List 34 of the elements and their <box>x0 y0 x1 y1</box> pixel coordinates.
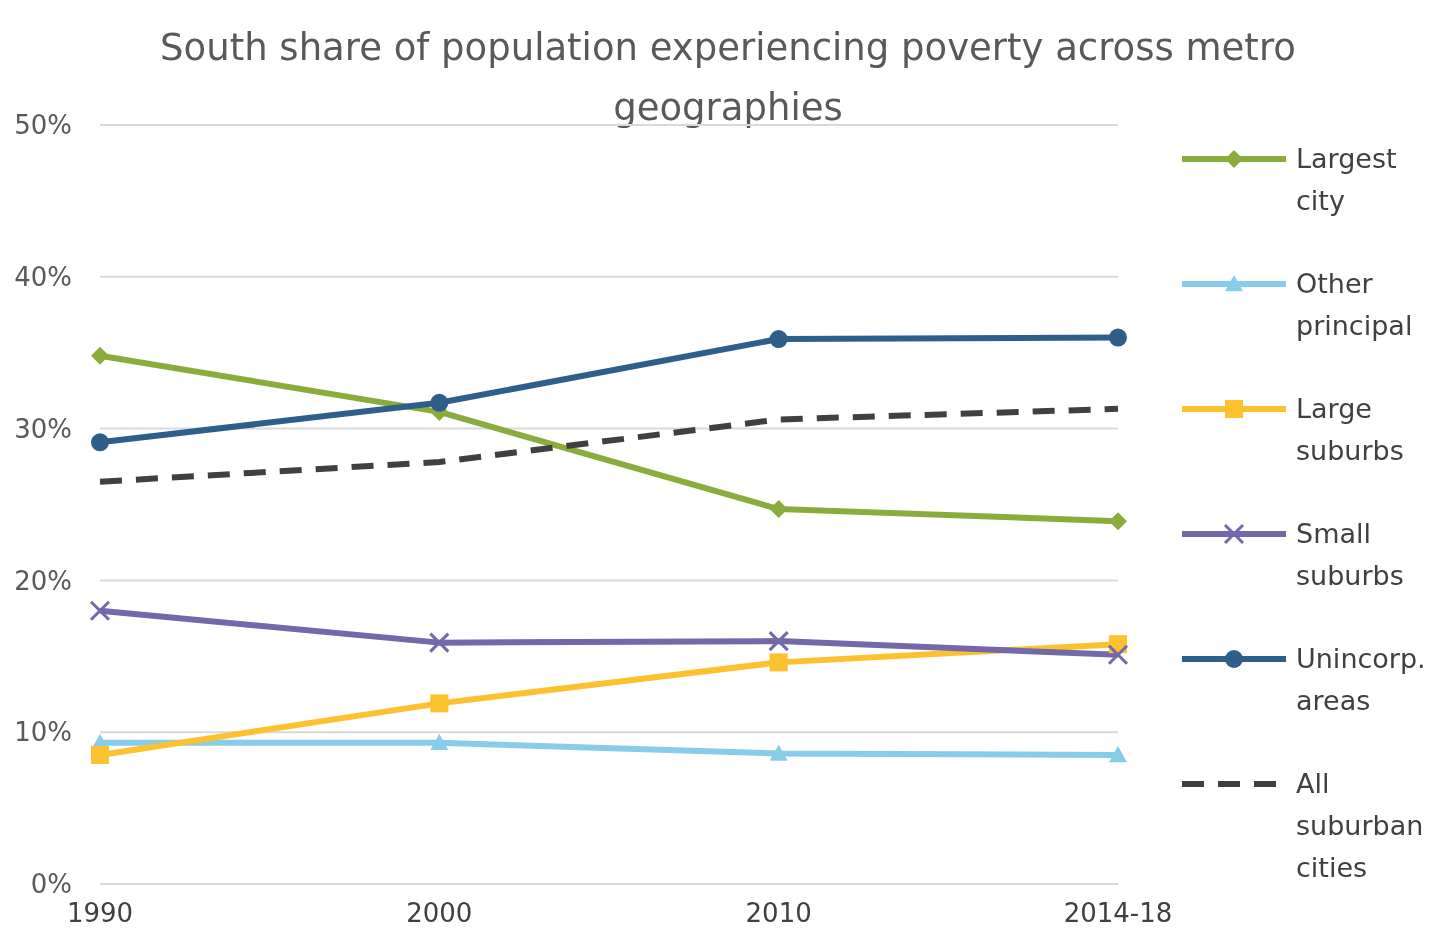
x-tick-label: 2010 <box>745 898 812 929</box>
point <box>769 330 788 349</box>
point <box>769 500 788 519</box>
point <box>1109 512 1127 531</box>
y-tick-label: 10% <box>14 717 72 748</box>
y-tick-label: 0% <box>30 869 72 900</box>
point <box>1109 745 1127 763</box>
point <box>769 653 788 672</box>
legend-label: Small suburbs <box>1296 517 1405 593</box>
y-tick-label: 20% <box>14 565 72 596</box>
x-tick-label: 2000 <box>406 898 473 929</box>
point <box>430 733 449 751</box>
legend-label: All suburban cities <box>1296 767 1424 885</box>
point <box>1109 328 1127 347</box>
x-tick-label: 1990 <box>66 898 134 929</box>
point <box>430 393 449 412</box>
y-tick-label: 40% <box>14 262 72 293</box>
chart-title: South share of population experiencing poverty across metro geographies <box>159 25 1297 131</box>
point <box>769 744 788 761</box>
legend-label: Largest city <box>1296 142 1398 218</box>
x-tick-label: 2014-18 <box>1063 898 1173 929</box>
legend-label: Large suburbs <box>1296 392 1405 468</box>
point <box>91 745 109 764</box>
legend-label: Other principal <box>1296 267 1414 343</box>
point <box>428 632 450 654</box>
point <box>91 346 109 365</box>
point <box>91 433 109 452</box>
point <box>430 694 449 713</box>
y-tick-label: 30% <box>14 413 72 444</box>
point <box>768 630 790 652</box>
legend-label: Unincorp. areas <box>1296 642 1426 718</box>
y-tick-label: 50% <box>14 110 72 141</box>
point <box>89 600 111 622</box>
point <box>1107 644 1129 666</box>
